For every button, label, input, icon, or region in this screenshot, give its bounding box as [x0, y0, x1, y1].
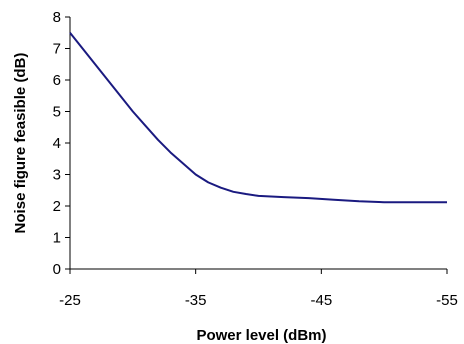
y-tick-label: 1 [53, 230, 61, 247]
y-tick-label: 7 [53, 41, 61, 58]
series-layer [70, 33, 447, 202]
y-tick-label: 2 [53, 198, 61, 215]
axes [70, 17, 447, 269]
y-tick-label: 0 [53, 261, 61, 278]
x-tick-label: -35 [185, 292, 207, 309]
series-line-0 [70, 33, 447, 202]
y-axis-title: Noise figure feasible (dB) [12, 53, 29, 234]
x-tick-label: -25 [59, 292, 81, 309]
y-tick-label: 6 [53, 72, 61, 89]
y-tick-label: 4 [53, 135, 61, 152]
y-tick-label: 8 [53, 9, 61, 26]
x-tick-label: -45 [310, 292, 332, 309]
y-tick-label: 3 [53, 167, 61, 184]
x-tick-label: -55 [436, 292, 458, 309]
x-axis-title: Power level (dBm) [196, 327, 326, 344]
x-ticks: -25 -35 -45 -55 [59, 269, 458, 309]
y-ticks: 0 1 2 3 4 5 6 7 8 [53, 9, 70, 278]
y-tick-label: 5 [53, 104, 61, 121]
